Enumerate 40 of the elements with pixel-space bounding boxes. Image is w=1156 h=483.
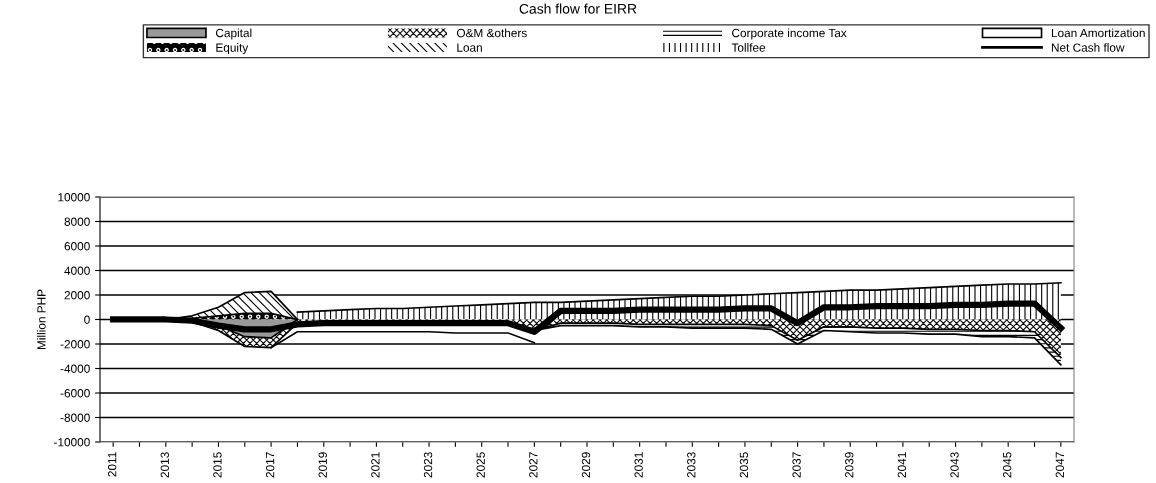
x-tick-label: 2031 — [634, 452, 643, 478]
x-tick-label: 2041 — [897, 452, 907, 478]
y-axis-title: Million PHP — [36, 289, 46, 350]
legend-label: Loan — [457, 43, 482, 52]
x-tick-label: 2039 — [845, 452, 854, 478]
legend-label: Tollfee — [731, 43, 766, 52]
chart-title: Cash flow for EIRR — [519, 3, 637, 14]
x-tick-label: 2045 — [1003, 452, 1012, 478]
legend-label: Equity — [216, 43, 249, 55]
y-tick-label: -6000 — [60, 389, 90, 398]
y-tick-label: -4000 — [60, 364, 90, 373]
x-tick-label: 2029 — [581, 452, 591, 478]
legend-label: Capital — [216, 28, 252, 40]
legend-label: O&M &others — [456, 28, 527, 38]
x-tick-label: 2035 — [739, 452, 749, 478]
x-tick-label: 2043 — [950, 452, 959, 478]
legend-label: Loan Amortization — [1051, 28, 1145, 38]
y-tick-label: 8000 — [64, 217, 90, 226]
y-tick-label: 0 — [84, 315, 90, 324]
x-tick-label: 2033 — [687, 452, 696, 478]
legend-label: Net Cash flow — [1051, 43, 1125, 52]
y-tick-label: 6000 — [64, 242, 90, 251]
y-tick-label: 2000 — [64, 291, 90, 300]
x-tick-label: 2025 — [476, 452, 485, 478]
y-tick-label: -2000 — [60, 340, 90, 349]
y-tick-label: -8000 — [60, 413, 90, 422]
x-tick-label: 2015 — [213, 452, 222, 478]
x-tick-label: 2017 — [265, 452, 275, 478]
y-tick-label: 4000 — [64, 266, 90, 275]
x-tick-label: 2047 — [1055, 452, 1065, 478]
legend-label: Corporate income Tax — [732, 28, 847, 40]
y-tick-label: 10000 — [58, 193, 90, 202]
x-tick-label: 2013 — [160, 452, 169, 478]
x-tick-label: 2037 — [792, 452, 801, 478]
x-tick-label: 2019 — [318, 452, 327, 478]
x-tick-label: 2027 — [529, 452, 538, 478]
y-tick-label: -10000 — [54, 438, 90, 447]
x-tick-label: 2021 — [371, 452, 380, 478]
x-tick-label: 2011 — [107, 452, 117, 477]
x-tick-label: 2023 — [423, 452, 433, 478]
